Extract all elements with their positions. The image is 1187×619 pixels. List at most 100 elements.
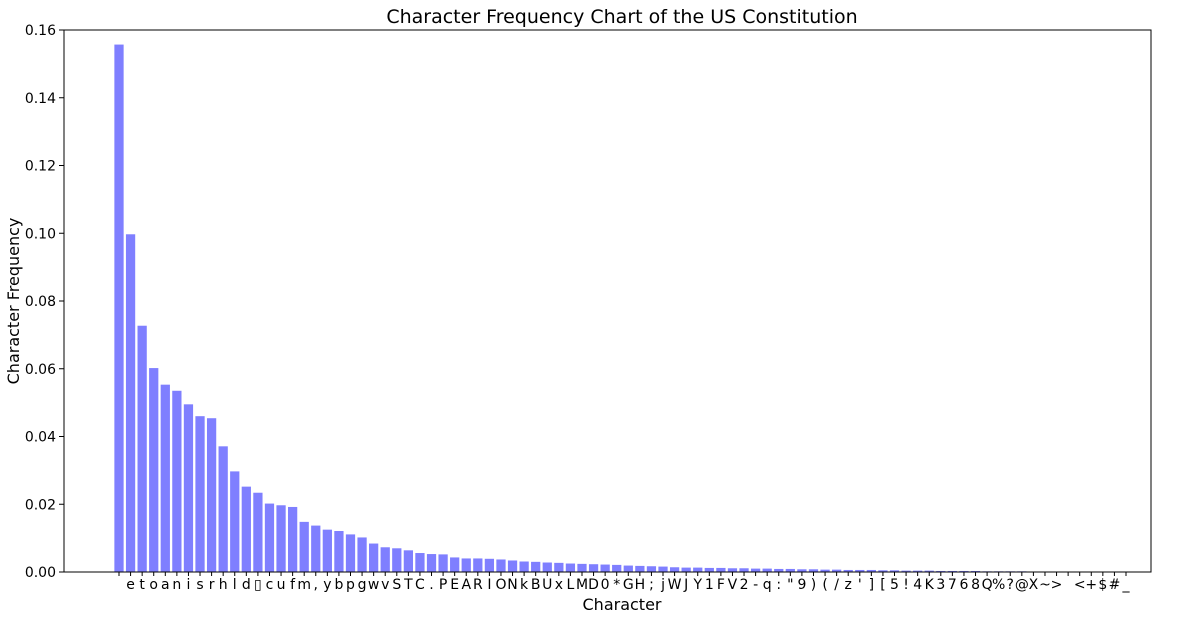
bar — [820, 569, 830, 572]
bar — [241, 486, 251, 572]
bar — [704, 567, 714, 572]
x-tick-label: q — [763, 577, 772, 593]
bar — [762, 568, 772, 572]
bar — [901, 570, 911, 572]
x-tick-label: $ — [1098, 577, 1107, 593]
x-tick-label: D — [588, 577, 599, 593]
bar — [889, 570, 900, 572]
bar — [669, 567, 680, 572]
bar — [716, 567, 726, 572]
x-tick-label: E — [450, 577, 459, 593]
x-tick-label: , — [314, 577, 318, 593]
bar — [484, 558, 495, 572]
y-tick-label: 0.08 — [25, 294, 56, 310]
x-tick-label: C — [415, 577, 425, 593]
x-tick-label: 9 — [797, 577, 806, 593]
x-tick-label: ( — [822, 577, 827, 593]
x-tick-label: O — [495, 577, 506, 593]
x-tick-label: ? — [1007, 577, 1014, 593]
y-tick-label: 0.04 — [25, 430, 56, 446]
x-tick-label: 7 — [948, 577, 957, 593]
bar — [403, 550, 413, 572]
x-tick-label: % — [992, 577, 1005, 593]
bar — [635, 565, 645, 572]
bar — [172, 390, 182, 572]
x-tick-label: : — [776, 577, 781, 593]
x-tick-label: V — [728, 577, 738, 593]
x-tick-label: 8 — [971, 577, 980, 593]
bar — [855, 569, 865, 572]
bar — [588, 564, 599, 572]
x-tick-label: w — [368, 577, 379, 593]
x-tick-label: P — [439, 577, 447, 593]
bar — [727, 568, 738, 572]
bar — [322, 529, 332, 572]
x-tick-label: z — [845, 577, 852, 593]
x-tick-label: M — [576, 577, 588, 593]
bar — [287, 506, 298, 572]
x-tick-label: X — [1029, 577, 1039, 593]
x-tick-label: F — [717, 577, 725, 593]
x-tick-label: s — [196, 577, 203, 593]
x-tick-label: R — [473, 577, 483, 593]
x-tick-label: Y — [692, 577, 702, 593]
bars-group — [114, 44, 1131, 572]
x-tick-label: 5 — [890, 577, 899, 593]
bar — [681, 567, 691, 572]
bar — [438, 554, 448, 572]
y-axis-label: Character Frequency — [4, 218, 23, 385]
x-tick-label: < — [1074, 577, 1086, 593]
bar — [125, 234, 136, 572]
x-tick-label: l — [233, 577, 237, 593]
bar — [959, 570, 969, 572]
x-tick-label: v — [381, 577, 389, 593]
bar — [970, 570, 981, 572]
x-tick-label: " — [787, 577, 793, 593]
bar — [334, 531, 344, 572]
bar — [947, 570, 958, 572]
bar — [230, 471, 240, 572]
bar — [137, 325, 147, 572]
x-tick-label: r — [209, 577, 215, 593]
bar — [496, 559, 506, 572]
bar — [426, 554, 437, 572]
x-tick-label: I — [487, 577, 491, 593]
x-axis-label: Character — [583, 595, 662, 614]
bar — [380, 547, 390, 572]
bar — [565, 563, 576, 572]
x-tick-label: - — [753, 577, 758, 593]
x-tick-label: p — [346, 577, 355, 593]
bar — [600, 564, 610, 572]
bar — [542, 562, 552, 572]
x-tick-label: / — [834, 577, 839, 593]
x-tick-label: h — [219, 577, 228, 593]
x-tick-label: K — [925, 577, 935, 593]
bar — [612, 564, 622, 572]
bar — [554, 562, 564, 572]
x-tick-label: j — [660, 577, 665, 593]
bar — [507, 560, 518, 572]
x-tick-label: b — [334, 577, 343, 593]
bar — [415, 553, 425, 572]
bar — [264, 503, 275, 572]
x-tick-label: g — [358, 577, 367, 593]
x-tick-label: ' — [858, 577, 862, 593]
x-tick-label: ) — [811, 577, 816, 593]
bar — [832, 569, 842, 572]
bar — [183, 404, 194, 572]
x-tick-label: y — [323, 577, 331, 593]
bar — [473, 558, 483, 572]
bar — [774, 568, 784, 572]
x-tick-label: u — [277, 577, 286, 593]
x-tick-label: Q — [982, 577, 993, 593]
y-tick-label: 0.02 — [25, 497, 56, 513]
y-tick-label: 0.12 — [25, 159, 56, 175]
x-tick-label: # — [1109, 577, 1121, 593]
x-tick-label: d — [242, 577, 251, 593]
x-tick-label: W — [668, 577, 682, 593]
x-tick-label: * — [613, 577, 620, 593]
x-tick-label: m — [297, 577, 311, 593]
x-tick-label: ; — [649, 577, 654, 593]
bar — [461, 558, 471, 572]
bar — [114, 44, 124, 572]
